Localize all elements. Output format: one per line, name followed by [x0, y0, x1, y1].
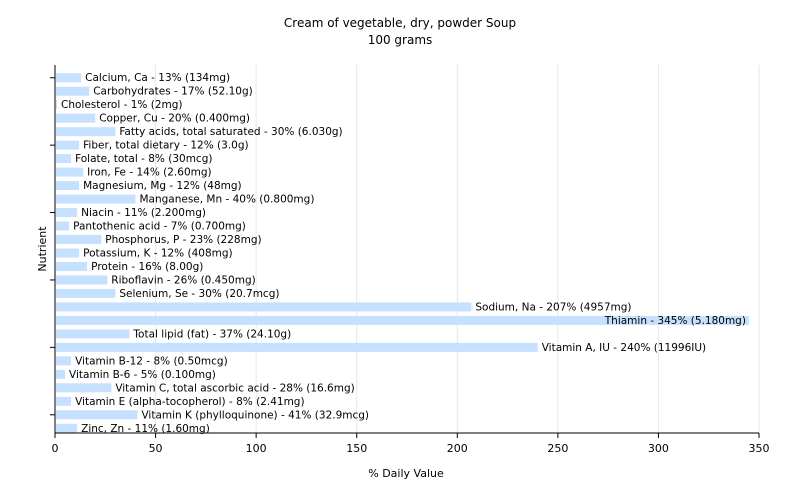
axes: 0 50 100 150 200 250 300 350: [50, 65, 770, 455]
bar-label: Iron, Fe - 14% (2.60mg): [87, 167, 211, 179]
bar-label: Sodium, Na - 207% (4957mg): [475, 301, 631, 313]
bars: [56, 73, 749, 433]
bar-labels: Calcium, Ca - 13% (134mg) Carbohydrates -…: [61, 72, 746, 435]
bar-label: Calcium, Ca - 13% (134mg): [85, 72, 230, 84]
bar-label: Thiamin - 345% (5.180mg): [604, 315, 746, 327]
bar-label: Phosphorus, P - 23% (228mg): [105, 234, 261, 246]
x-tick-label: 150: [346, 442, 367, 455]
bar: [56, 329, 130, 339]
x-tick-label: 200: [447, 442, 468, 455]
bar: [56, 315, 749, 325]
bar: [56, 221, 70, 231]
bar-label: Magnesium, Mg - 12% (48mg): [83, 180, 242, 192]
bar-label: Vitamin C, total ascorbic acid - 28% (16…: [115, 382, 354, 394]
bar: [56, 167, 84, 177]
bar-label: Riboflavin - 26% (0.450mg): [111, 274, 255, 286]
bar: [56, 410, 138, 420]
bar-label: Vitamin E (alpha-tocopherol) - 8% (2.41m…: [75, 396, 305, 408]
bar: [56, 86, 90, 96]
chart-title: Cream of vegetable, dry, powder Soup: [284, 16, 516, 30]
bar-label: Selenium, Se - 30% (20.7mcg): [119, 288, 279, 300]
bar: [56, 396, 72, 406]
bar-label: Fiber, total dietary - 12% (3.0g): [83, 140, 248, 152]
bar-label: Vitamin A, IU - 240% (11996IU): [542, 342, 706, 354]
bar: [56, 73, 82, 83]
bar-label: Total lipid (fat) - 37% (24.10g): [132, 328, 291, 340]
bar-label: Copper, Cu - 20% (0.400mg): [99, 113, 250, 125]
chart-subtitle: 100 grams: [368, 33, 433, 47]
bar: [56, 383, 112, 393]
x-tick-label: 350: [749, 442, 770, 455]
bar: [56, 369, 66, 379]
x-tick-label: 100: [246, 442, 267, 455]
bar: [56, 140, 80, 150]
bar: [56, 342, 538, 352]
bar-label: Manganese, Mn - 40% (0.800mg): [139, 194, 314, 206]
bar-label: Fatty acids, total saturated - 30% (6.03…: [119, 126, 342, 138]
bar-label: Folate, total - 8% (30mcg): [75, 153, 212, 165]
bar-label: Vitamin B-6 - 5% (0.100mg): [69, 369, 216, 381]
grid-lines: [155, 65, 760, 433]
bar: [56, 181, 80, 191]
x-axis-label: % Daily Value: [368, 467, 444, 480]
bar: [56, 100, 58, 110]
bar-label: Vitamin K (phylloquinone) - 41% (32.9mcg…: [141, 409, 369, 421]
bar: [56, 288, 116, 298]
bar: [56, 154, 72, 164]
bar: [56, 194, 136, 204]
y-axis-label: Nutrient: [36, 226, 49, 272]
bar-label: Zinc, Zn - 11% (1.60mg): [81, 423, 210, 435]
bar: [56, 261, 88, 271]
bar: [56, 275, 108, 285]
bar-label: Niacin - 11% (2.200mg): [81, 207, 206, 219]
x-tick-label: 50: [149, 442, 163, 455]
bar-label: Pantothenic acid - 7% (0.700mg): [73, 221, 246, 233]
bar-label: Cholesterol - 1% (2mg): [61, 99, 183, 111]
bar: [56, 208, 78, 218]
x-tick-label: 300: [648, 442, 669, 455]
bar-label: Potassium, K - 12% (408mg): [83, 248, 233, 260]
x-tick-label: 250: [547, 442, 568, 455]
bar: [56, 423, 78, 433]
bar-label: Vitamin B-12 - 8% (0.50mcg): [75, 355, 228, 367]
bar: [56, 356, 72, 366]
bar: [56, 248, 80, 258]
bar: [56, 235, 102, 245]
bar-label: Carbohydrates - 17% (52.10g): [93, 86, 253, 98]
bar: [56, 127, 116, 137]
x-tick-label: 0: [52, 442, 59, 455]
bar: [56, 113, 96, 123]
bar-label: Protein - 16% (8.00g): [91, 261, 203, 273]
bar: [56, 302, 472, 312]
